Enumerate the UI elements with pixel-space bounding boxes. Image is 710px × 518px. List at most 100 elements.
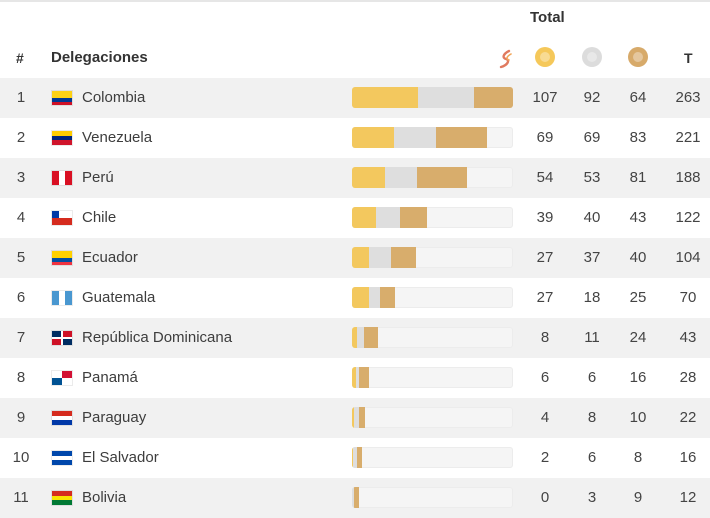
country-flag-icon xyxy=(52,411,72,425)
medal-table-body: 1 Colombia 107 92 64 263 2 Venezuela 69 69 83 221 3 P… xyxy=(0,78,710,518)
delegation-name[interactable]: Guatemala xyxy=(82,289,156,306)
table-row[interactable]: 6 Guatemala 27 18 25 70 xyxy=(0,278,710,318)
gold-segment xyxy=(352,327,357,348)
gold-segment xyxy=(352,167,386,188)
bronze-count: 24 xyxy=(629,329,647,346)
medal-distribution-bar xyxy=(352,487,513,508)
bronze-count: 16 xyxy=(629,369,647,386)
silver-medal-icon[interactable] xyxy=(582,47,602,67)
table-row[interactable]: 11 Bolivia 0 3 9 12 xyxy=(0,478,710,518)
delegation-name[interactable]: Colombia xyxy=(82,89,146,106)
delegations-column-header[interactable]: Delegaciones xyxy=(51,49,148,66)
medal-distribution-bar xyxy=(352,287,513,308)
total-group-label: Total xyxy=(530,9,565,26)
bronze-segment xyxy=(400,207,427,228)
rank-cell: 3 xyxy=(16,169,26,186)
rank-cell: 7 xyxy=(16,329,26,346)
bronze-count: 81 xyxy=(629,169,647,186)
rank-cell: 1 xyxy=(16,89,26,106)
rank-cell: 8 xyxy=(16,369,26,386)
country-flag-icon xyxy=(52,171,72,185)
table-row[interactable]: 5 Ecuador 27 37 40 104 xyxy=(0,238,710,278)
silver-count: 11 xyxy=(584,329,600,346)
gold-count: 27 xyxy=(536,289,554,306)
bronze-segment xyxy=(356,447,362,468)
bronze-count: 25 xyxy=(629,289,647,306)
delegation-name[interactable]: El Salvador xyxy=(82,449,159,466)
table-row[interactable]: 1 Colombia 107 92 64 263 xyxy=(0,78,710,118)
silver-count: 8 xyxy=(587,409,597,426)
bronze-segment xyxy=(473,87,513,108)
country-flag-icon xyxy=(52,91,72,105)
gold-segment xyxy=(352,247,369,268)
rank-cell: 9 xyxy=(16,409,26,426)
country-flag-icon xyxy=(52,491,72,505)
table-header: # Delegaciones T xyxy=(0,38,710,78)
total-count: 22 xyxy=(679,409,697,426)
silver-count: 53 xyxy=(583,169,601,186)
silver-count: 6 xyxy=(587,449,597,466)
bronze-count: 8 xyxy=(633,449,643,466)
delegation-name[interactable]: Bolivia xyxy=(82,489,127,506)
bronze-medal-icon[interactable] xyxy=(628,47,648,67)
gold-segment xyxy=(352,367,356,388)
bronze-segment xyxy=(417,167,468,188)
delegation-name[interactable]: República Dominicana xyxy=(82,329,233,346)
bronze-count: 64 xyxy=(629,89,647,106)
silver-segment xyxy=(385,167,418,188)
table-row[interactable]: 9 Paraguay 4 8 10 22 xyxy=(0,398,710,438)
total-count: 43 xyxy=(679,329,697,346)
table-row[interactable]: 3 Perú 54 53 81 188 xyxy=(0,158,710,198)
gold-count: 54 xyxy=(536,169,554,186)
total-count: 28 xyxy=(679,369,697,386)
delegation-name[interactable]: Venezuela xyxy=(82,129,153,146)
bronze-segment xyxy=(436,127,488,148)
gold-count: 0 xyxy=(540,489,550,506)
table-row[interactable]: 7 República Dominicana 8 11 24 43 xyxy=(0,318,710,358)
rank-cell: 2 xyxy=(16,129,26,146)
silver-count: 92 xyxy=(583,89,601,106)
bronze-segment xyxy=(363,327,379,348)
medal-distribution-bar xyxy=(352,87,513,108)
gold-count: 8 xyxy=(540,329,550,346)
delegation-name[interactable]: Chile xyxy=(82,209,117,226)
rank-cell: 10 xyxy=(12,449,30,466)
country-flag-icon xyxy=(52,131,72,145)
silver-segment xyxy=(356,327,364,348)
bronze-segment xyxy=(379,287,395,308)
country-flag-icon xyxy=(52,371,72,385)
table-row[interactable]: 10 El Salvador 2 6 8 16 xyxy=(0,438,710,478)
gold-count: 2 xyxy=(540,449,550,466)
medal-distribution-bar xyxy=(352,247,513,268)
gold-segment xyxy=(352,207,376,228)
rank-column-header[interactable]: # xyxy=(16,50,24,66)
delegation-name[interactable]: Panamá xyxy=(82,369,138,386)
table-row[interactable]: 4 Chile 39 40 43 122 xyxy=(0,198,710,238)
gold-count: 4 xyxy=(540,409,550,426)
gold-medal-icon[interactable] xyxy=(535,47,555,67)
gold-segment xyxy=(352,87,418,108)
delegation-name[interactable]: Ecuador xyxy=(82,249,138,266)
bronze-segment xyxy=(353,487,360,508)
silver-segment xyxy=(352,487,354,508)
silver-count: 37 xyxy=(583,249,601,266)
table-row[interactable]: 2 Venezuela 69 69 83 221 xyxy=(0,118,710,158)
total-count: 16 xyxy=(679,449,697,466)
gold-count: 6 xyxy=(540,369,550,386)
silver-segment xyxy=(368,247,392,268)
bronze-segment xyxy=(391,247,416,268)
gold-segment xyxy=(352,127,395,148)
table-row[interactable]: 8 Panamá 6 6 16 28 xyxy=(0,358,710,398)
silver-segment xyxy=(368,287,380,308)
delegation-name[interactable]: Perú xyxy=(82,169,114,186)
rank-cell: 5 xyxy=(16,249,26,266)
gold-count: 107 xyxy=(532,89,558,106)
total-count: 221 xyxy=(675,129,701,146)
top-divider xyxy=(0,0,710,2)
total-column-header[interactable]: T xyxy=(684,50,693,66)
medal-distribution-bar xyxy=(352,167,513,188)
gold-count: 69 xyxy=(536,129,554,146)
country-flag-icon xyxy=(52,291,72,305)
delegation-name[interactable]: Paraguay xyxy=(82,409,147,426)
medal-distribution-bar xyxy=(352,127,513,148)
